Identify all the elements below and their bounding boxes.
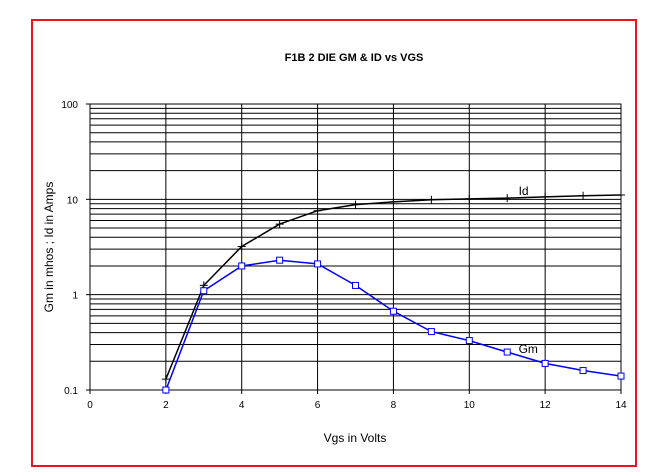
data-point-id	[389, 197, 398, 206]
data-point-gm	[276, 256, 284, 264]
data-point-id	[275, 220, 284, 229]
series-labels: Id Gm	[519, 184, 538, 356]
data-point-id	[351, 200, 360, 209]
y-tick-label: 10	[67, 195, 79, 206]
y-tick-label: 100	[61, 100, 78, 111]
series-label-id: Id	[519, 184, 529, 198]
x-tick-label: 8	[391, 400, 397, 411]
x-tick-label: 6	[315, 400, 321, 411]
x-tick-label: 4	[239, 400, 245, 411]
data-point-gm	[503, 348, 511, 356]
data-point-id	[427, 195, 436, 204]
y-tick-label: 0.1	[64, 386, 78, 397]
data-point-id	[503, 194, 512, 203]
x-tick-label: 14	[615, 400, 627, 411]
data-point-id	[617, 191, 625, 200]
series	[161, 191, 625, 394]
x-tick-label: 12	[540, 400, 552, 411]
data-point-gm	[465, 337, 473, 345]
data-point-id	[313, 206, 322, 215]
y-tick-label: 1	[72, 291, 78, 302]
chart-title: F1B 2 DIE GM & ID vs VGS	[285, 52, 424, 64]
axes: 0 2 4 6 8 10 12 14 0.1 1 10 100	[61, 100, 627, 411]
data-point-id	[579, 191, 588, 200]
data-point-gm	[238, 262, 246, 270]
data-point-gm	[427, 328, 435, 336]
series-label-gm: Gm	[519, 342, 538, 356]
plot-area	[89, 103, 622, 391]
x-tick-label: 2	[163, 400, 169, 411]
data-point-gm	[162, 386, 170, 394]
data-point-gm	[352, 281, 359, 289]
chart-frame	[31, 19, 637, 467]
x-tick-label: 10	[464, 400, 476, 411]
data-point-id	[465, 194, 474, 203]
data-point-gm	[314, 260, 322, 268]
x-tick-label: 0	[87, 400, 93, 411]
data-point-id	[237, 242, 246, 251]
data-point-id	[161, 375, 170, 384]
data-point-gm	[617, 372, 625, 380]
data-point-gm	[200, 287, 208, 295]
data-point-id	[541, 192, 550, 201]
data-point-gm	[541, 359, 549, 367]
data-point-gm	[579, 367, 587, 375]
data-point-gm	[389, 307, 397, 315]
x-axis-label: Vgs in Volts	[324, 431, 387, 445]
y-axis-label: Gm in mhos ; Id in Amps	[42, 182, 56, 313]
